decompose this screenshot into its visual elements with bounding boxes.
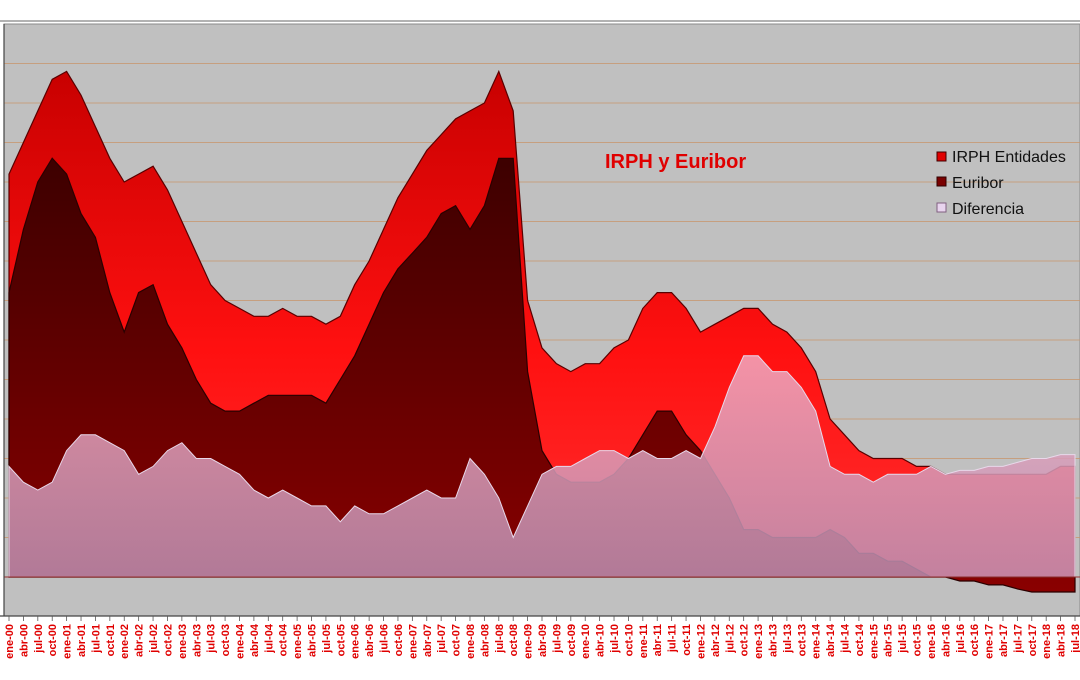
x-tick-label: abr-14 <box>825 623 837 657</box>
x-tick-label: abr-18 <box>1056 624 1068 657</box>
x-tick-label: oct-09 <box>566 624 578 656</box>
x-tick-label: ene-13 <box>753 624 765 659</box>
x-tick-label: jul-12 <box>724 624 736 654</box>
x-tick-label: abr-16 <box>940 624 952 657</box>
x-tick-label: abr-06 <box>364 624 376 657</box>
x-tick-label: jul-11 <box>667 624 679 653</box>
x-tick-label: ene-07 <box>407 624 419 659</box>
x-tick-label: ene-12 <box>696 624 708 659</box>
x-tick-label: jul-13 <box>782 624 794 654</box>
x-tick-label: oct-07 <box>451 624 463 656</box>
legend-label-euribor: Euribor <box>952 175 1004 192</box>
legend: IRPH Entidades Euribor Diferencia <box>936 149 1066 218</box>
x-tick-label: abr-08 <box>479 624 491 657</box>
x-tick-label: abr-10 <box>595 624 607 657</box>
x-tick-label: jul-18 <box>1070 624 1080 654</box>
x-tick-label: abr-04 <box>249 623 261 657</box>
x-tick-label: abr-13 <box>768 624 780 657</box>
x-tick-label: oct-06 <box>393 624 405 656</box>
x-tick-label: ene-10 <box>580 624 592 659</box>
x-tick-label: abr-02 <box>134 624 146 657</box>
x-tick-label: ene-08 <box>465 624 477 659</box>
x-tick-label: ene-05 <box>292 624 304 659</box>
x-axis-ticks: ene-00 abr-00 jul-00 oct-00 ene-01 abr-01 jul-… <box>4 616 1080 659</box>
x-tick-label: ene-06 <box>350 624 362 659</box>
x-tick-label: jul-17 <box>1012 624 1024 654</box>
x-tick-label: oct-15 <box>912 624 924 656</box>
x-tick-label: jul-06 <box>379 624 391 654</box>
x-tick-label: jul-03 <box>206 624 218 654</box>
legend-label-irph: IRPH Entidades <box>952 149 1066 166</box>
series-area-diferencia <box>8 355 1076 578</box>
x-tick-label: oct-17 <box>1027 624 1039 656</box>
chart-title: IRPH y Euribor <box>605 151 746 173</box>
x-tick-label: oct-13 <box>796 624 808 656</box>
x-tick-label: jul-16 <box>955 624 967 654</box>
x-tick-label: oct-12 <box>739 624 751 656</box>
x-tick-label: oct-02 <box>163 624 175 656</box>
x-tick-label: jul-07 <box>436 624 448 654</box>
x-tick-label: ene-14 <box>811 623 823 659</box>
x-tick-label: jul-08 <box>494 624 506 654</box>
legend-label-diferencia: Diferencia <box>952 201 1024 218</box>
x-tick-label: abr-12 <box>710 624 722 657</box>
x-tick-label: ene-01 <box>62 624 74 659</box>
x-tick-label: abr-01 <box>76 624 88 657</box>
x-tick-label: jul-01 <box>90 624 102 654</box>
x-tick-label: oct-10 <box>623 624 635 656</box>
x-tick-label: jul-00 <box>33 624 45 654</box>
x-tick-label: ene-18 <box>1041 624 1053 659</box>
x-tick-label: oct-00 <box>47 624 59 656</box>
x-tick-label: abr-17 <box>998 624 1010 657</box>
legend-item-irph: IRPH Entidades <box>936 149 1066 166</box>
x-tick-label: oct-01 <box>105 624 117 656</box>
x-tick-label: oct-04 <box>278 623 290 656</box>
x-tick-label: abr-09 <box>537 624 549 657</box>
x-tick-label: jul-14 <box>840 623 852 654</box>
x-tick-label: abr-15 <box>883 624 895 657</box>
x-tick-label: ene-16 <box>926 624 938 659</box>
x-tick-label: oct-08 <box>508 624 520 656</box>
x-tick-label: jul-02 <box>148 624 160 654</box>
x-tick-label: abr-03 <box>191 624 203 657</box>
x-tick-label: ene-00 <box>4 624 16 659</box>
x-tick-label: ene-03 <box>177 624 189 659</box>
x-tick-label: jul-05 <box>321 624 333 654</box>
x-tick-label: oct-16 <box>969 624 981 656</box>
legend-item-diferencia: Diferencia <box>936 201 1024 218</box>
x-tick-label: jul-10 <box>609 624 621 654</box>
x-tick-label: jul-09 <box>551 624 563 654</box>
x-tick-label: jul-15 <box>897 624 909 654</box>
x-tick-label: oct-11 <box>681 624 693 656</box>
legend-item-euribor: Euribor <box>936 175 1004 192</box>
x-tick-label: oct-14 <box>854 623 866 656</box>
x-tick-label: ene-17 <box>984 624 996 659</box>
x-tick-label: oct-03 <box>220 624 232 656</box>
legend-swatch-diferencia <box>936 202 947 213</box>
x-tick-label: abr-11 <box>652 624 664 656</box>
x-tick-label: ene-02 <box>119 624 131 659</box>
x-tick-label: oct-05 <box>335 624 347 656</box>
legend-swatch-irph <box>936 151 947 162</box>
legend-swatch-euribor <box>936 176 947 187</box>
x-tick-label: abr-07 <box>422 624 434 657</box>
x-tick-label: abr-00 <box>18 624 30 657</box>
x-tick-label: ene-15 <box>868 624 880 659</box>
x-tick-label: abr-05 <box>307 624 319 657</box>
x-tick-label: ene-11 <box>638 624 650 658</box>
x-tick-label: jul-04 <box>263 623 275 654</box>
x-tick-label: ene-09 <box>523 624 535 659</box>
x-tick-label: ene-04 <box>235 623 247 659</box>
